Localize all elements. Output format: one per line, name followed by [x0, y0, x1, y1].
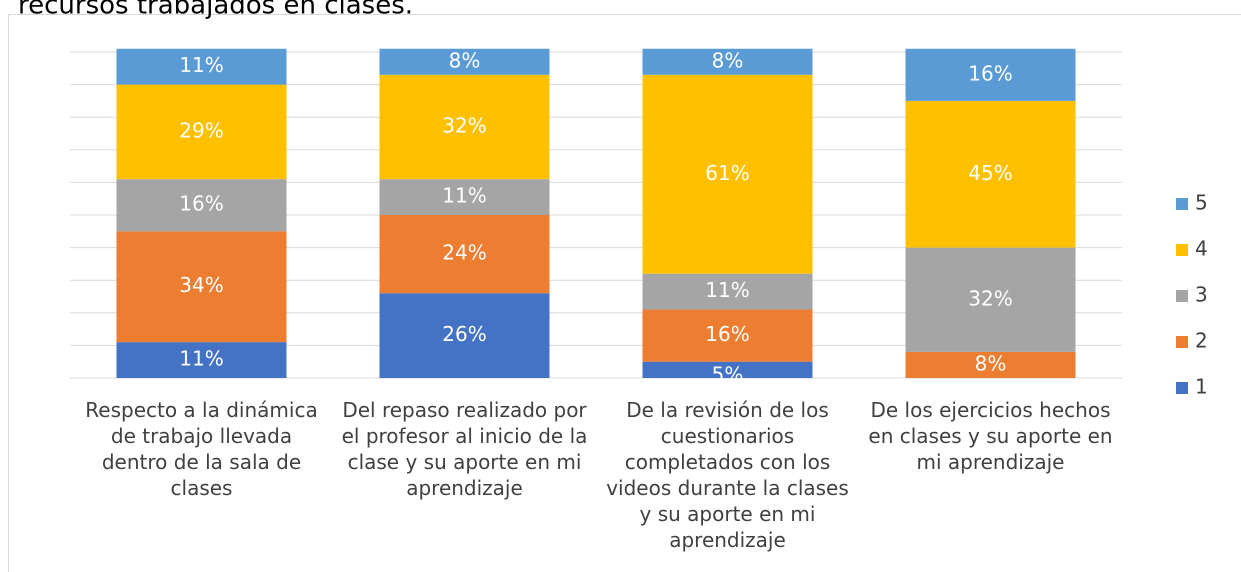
bar-segment	[116, 179, 287, 232]
chart-frame	[8, 14, 1241, 572]
legend-label: 1	[1195, 375, 1208, 399]
data-label: 11%	[442, 184, 486, 208]
bar-segment	[642, 48, 813, 75]
x-tick-label: Respecto a la dinámica de trabajo llevad…	[85, 398, 318, 500]
bar-segment	[905, 100, 1076, 248]
data-label: 8%	[712, 48, 744, 72]
legend-label: 2	[1195, 329, 1208, 353]
legend-swatch	[1176, 290, 1188, 302]
data-label: 5%	[712, 362, 744, 386]
bar-segment	[379, 179, 550, 215]
bar-segment	[116, 342, 287, 378]
data-label: 11%	[179, 53, 223, 77]
data-label: 8%	[975, 351, 1007, 375]
data-label: 29%	[179, 118, 223, 142]
chart-title: recursos trabajados en clases.	[18, 0, 413, 21]
legend-label: 4	[1195, 237, 1208, 261]
data-label: 32%	[442, 113, 486, 137]
bar-segment	[379, 215, 550, 294]
bar-segment	[116, 84, 287, 180]
data-label: 11%	[179, 347, 223, 371]
legend-swatch	[1176, 382, 1188, 394]
bar-segment	[116, 48, 287, 85]
bar-segment	[642, 361, 813, 378]
bar-segment	[905, 351, 1076, 378]
title-bg	[0, 0, 700, 14]
data-label: 45%	[968, 161, 1012, 185]
data-label: 34%	[179, 273, 223, 297]
data-label: 24%	[442, 241, 486, 265]
data-label: 16%	[179, 192, 223, 216]
data-label: 11%	[705, 278, 749, 302]
legend-swatch	[1176, 336, 1188, 348]
bar-segment	[116, 231, 287, 343]
legend-label: 3	[1195, 283, 1208, 307]
x-tick-label: De los ejercicios hechos en clases y su …	[868, 398, 1113, 474]
data-label: 26%	[442, 322, 486, 346]
data-label: 16%	[705, 322, 749, 346]
bar-segment	[905, 247, 1076, 352]
bar-segment	[379, 48, 550, 75]
legend-swatch	[1176, 198, 1188, 210]
x-tick-label: Del repaso realizado por el profesor al …	[341, 398, 588, 500]
bar-segment	[642, 273, 813, 310]
bar-segment	[379, 74, 550, 180]
x-tick-label: De la revisión de los cuestionarios comp…	[606, 398, 849, 552]
bar-segment	[642, 74, 813, 274]
bar-segment	[642, 309, 813, 362]
data-label: 32%	[968, 286, 1012, 310]
bar-segment	[379, 293, 550, 378]
legend-swatch	[1176, 244, 1188, 256]
legend-label: 5	[1195, 191, 1208, 215]
data-label: 8%	[449, 48, 481, 72]
bar-segment	[905, 48, 1076, 101]
data-label: 61%	[705, 161, 749, 185]
data-label: 16%	[968, 61, 1012, 85]
